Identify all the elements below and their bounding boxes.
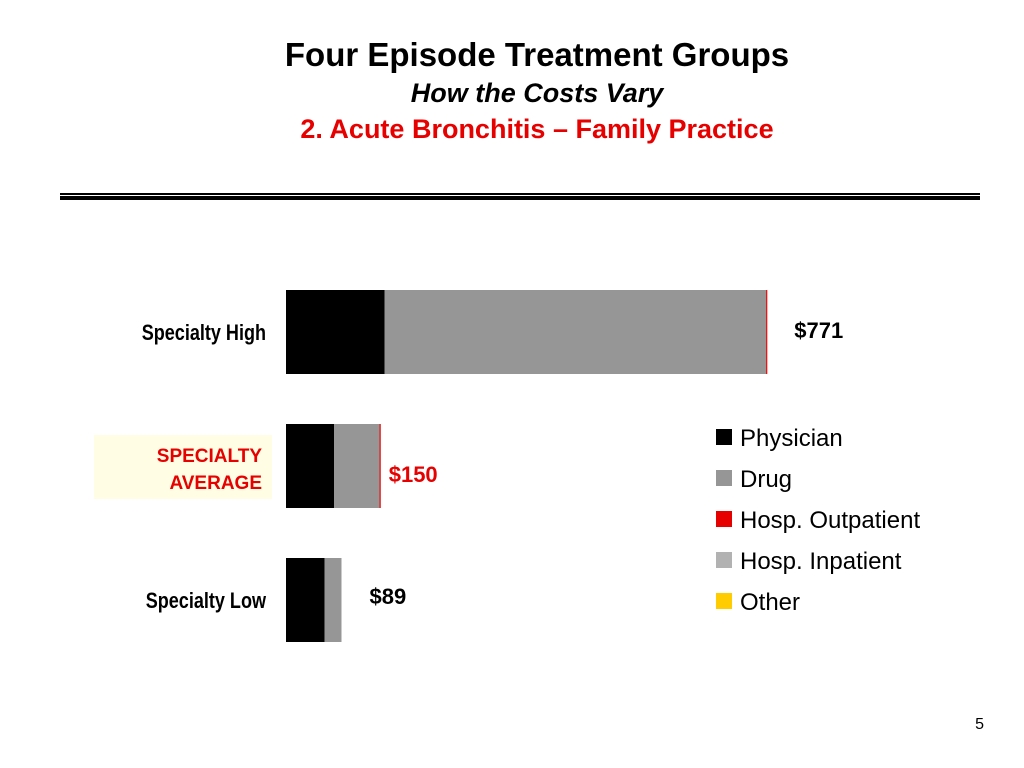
legend-swatch (716, 470, 732, 486)
bar-segment-physician (286, 558, 325, 642)
legend-label: Other (740, 589, 800, 616)
legend-label: Drug (740, 466, 792, 493)
highlight-label-box (94, 435, 272, 499)
page-number: 5 (975, 716, 984, 733)
bar-segment-physician (286, 290, 385, 374)
page-subtitle: How the Costs Vary (410, 78, 664, 108)
legend-swatch (716, 552, 732, 568)
bar-segment-drug (334, 424, 380, 508)
category-label: Specialty High (142, 321, 266, 345)
total-label: $771 (794, 318, 843, 343)
category-label-line: AVERAGE (169, 473, 262, 494)
legend-swatch (716, 593, 732, 609)
bar-segment-drug (384, 290, 767, 374)
bar-segment-hosp-outpatient (379, 424, 381, 508)
bar-segment-hosp-outpatient (766, 290, 768, 374)
category-label-line: SPECIALTY (157, 446, 263, 467)
bar-segment-drug (324, 558, 342, 642)
divider-thick (60, 196, 980, 200)
page-title: Four Episode Treatment Groups (284, 36, 790, 73)
legend-swatch (716, 511, 732, 527)
bar-segment-physician (286, 424, 335, 508)
title-block: Four Episode Treatment Groups How the Co… (0, 34, 1024, 148)
legend-label: Physician (740, 425, 843, 452)
legend-label: Hosp. Inpatient (740, 548, 902, 575)
legend-swatch (716, 429, 732, 445)
total-label: $150 (389, 462, 438, 487)
total-label: $89 (369, 584, 406, 609)
legend-label: Hosp. Outpatient (740, 507, 920, 534)
divider-thin (60, 193, 980, 195)
page-subtitle-topic: 2. Acute Bronchitis – Family Practice (300, 114, 774, 144)
category-label: Specialty Low (146, 589, 267, 613)
